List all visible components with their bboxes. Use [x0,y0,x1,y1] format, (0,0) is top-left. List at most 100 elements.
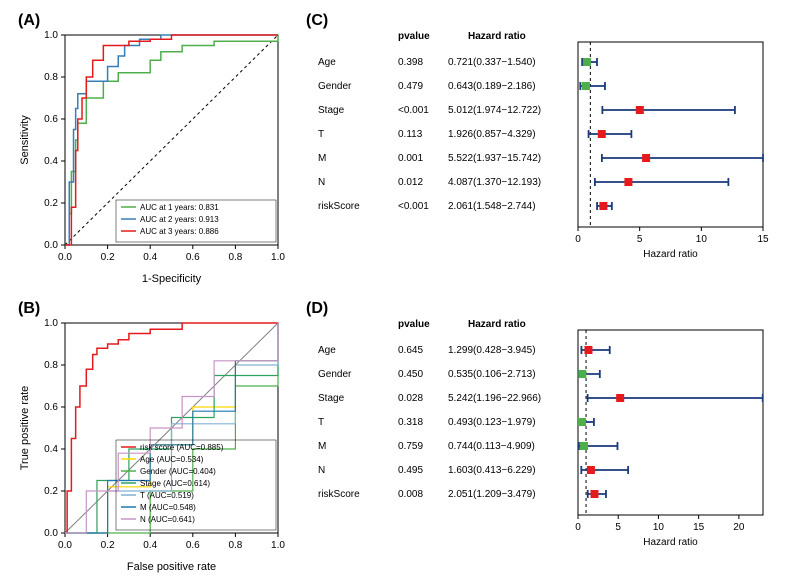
svg-text:Stage: Stage [318,105,345,116]
svg-text:0.2: 0.2 [44,198,58,209]
svg-text:0.4: 0.4 [143,540,157,551]
svg-text:pvalue: pvalue [398,31,430,42]
svg-text:T (AUC=0.519): T (AUC=0.519) [140,491,194,500]
svg-text:Gender: Gender [318,369,352,380]
svg-text:0.001: 0.001 [398,153,423,164]
svg-text:1.299(0.428−3.945): 1.299(0.428−3.945) [448,345,536,356]
svg-text:N (AUC=0.641): N (AUC=0.641) [140,515,195,524]
panel-b-label: (B) [18,300,40,318]
svg-text:0.0: 0.0 [58,252,72,263]
svg-text:0.8: 0.8 [44,360,58,371]
svg-text:0.012: 0.012 [398,177,423,188]
svg-text:0.0: 0.0 [44,240,58,251]
svg-text:10: 10 [696,234,708,245]
svg-text:5.012(1.974−12.722): 5.012(1.974−12.722) [448,105,541,116]
svg-text:Gender (AUC=0.404): Gender (AUC=0.404) [140,467,216,476]
svg-text:5: 5 [637,234,643,245]
svg-text:False positive rate: False positive rate [127,561,216,573]
svg-text:15: 15 [693,522,705,533]
svg-text:Age: Age [318,345,336,356]
svg-text:riskScore: riskScore [318,201,360,212]
forest-plot-c: pvalue Hazard ratio Age 0.398 0.721(0.337−1.… [298,10,778,290]
svg-text:<0.001: <0.001 [398,201,429,212]
svg-text:5.242(1.196−22.966): 5.242(1.196−22.966) [448,393,541,404]
svg-text:True positive rate: True positive rate [19,386,31,471]
svg-text:1.0: 1.0 [44,318,58,329]
svg-text:5.522(1.937−15.742): 5.522(1.937−15.742) [448,153,541,164]
svg-text:0.4: 0.4 [44,444,58,455]
svg-text:Age: Age [318,57,336,68]
svg-text:0.6: 0.6 [44,114,58,125]
panel-c-label: (C) [306,12,328,30]
svg-text:0: 0 [575,234,581,245]
svg-text:Stage (AUC=0.614): Stage (AUC=0.614) [140,479,210,488]
forest-plot-d: pvalueHazard ratioAge0.6451.299(0.428−3.… [298,298,778,578]
roc-chart-a: 0.00.20.40.60.81.00.00.20.40.60.81.01-Sp… [10,10,290,290]
svg-text:0.4: 0.4 [44,156,58,167]
svg-text:Hazard ratio: Hazard ratio [468,319,526,330]
svg-text:0.2: 0.2 [44,486,58,497]
figure-grid: (A) 0.0 0.2 0.4 0.6 0.8 1.0 0.0 0.2 0.4 0.6 0.8 1.0… [10,10,784,578]
svg-text:2.061(1.548−2.744): 2.061(1.548−2.744) [448,201,536,212]
roc-chart-b: 0.00.20.40.60.81.00.00.20.40.60.81.0Fals… [10,298,290,578]
svg-text:20: 20 [733,522,745,533]
svg-text:AUC at 2 years: 0.913: AUC at 2 years: 0.913 [140,215,219,224]
svg-text:0.645: 0.645 [398,345,423,356]
svg-text:1.926(0.857−4.329): 1.926(0.857−4.329) [448,129,536,140]
svg-text:4.087(1.370−12.193): 4.087(1.370−12.193) [448,177,541,188]
svg-text:0.721(0.337−1.540): 0.721(0.337−1.540) [448,57,536,68]
svg-text:0.113: 0.113 [398,129,423,140]
svg-text:Hazard ratio: Hazard ratio [643,537,698,548]
panel-a-label: (A) [18,12,40,30]
panel-c: (C) pvalue Hazard ratio Age 0.398 0.721(0.33… [298,10,778,290]
svg-text:0.0: 0.0 [44,528,58,539]
svg-text:0.744(0.113−4.909): 0.744(0.113−4.909) [448,441,535,452]
svg-text:Age (AUC=0.534): Age (AUC=0.534) [140,455,204,464]
svg-text:0: 0 [575,522,581,533]
svg-text:1.603(0.413−6.229): 1.603(0.413−6.229) [448,465,536,476]
svg-text:0.495: 0.495 [398,465,423,476]
svg-text:0.8: 0.8 [44,72,58,83]
svg-text:1-Specificity: 1-Specificity [142,273,202,285]
svg-text:0.759: 0.759 [398,441,423,452]
svg-text:5: 5 [615,522,621,533]
svg-text:Hazard ratio: Hazard ratio [643,249,698,260]
svg-text:Hazard ratio: Hazard ratio [468,31,526,42]
svg-text:M: M [318,441,326,452]
svg-text:1.0: 1.0 [271,252,285,263]
panel-a: (A) 0.00.20.40.60.81.00.00.20.40.60.81.0… [10,10,290,290]
svg-text:0.4: 0.4 [143,252,157,263]
svg-text:AUC at 3 years: 0.886: AUC at 3 years: 0.886 [140,227,219,236]
svg-text:0.318: 0.318 [398,417,423,428]
svg-text:0.0: 0.0 [58,540,72,551]
svg-text:Stage: Stage [318,393,345,404]
svg-text:M (AUC=0.548): M (AUC=0.548) [140,503,196,512]
svg-text:0.450: 0.450 [398,369,423,380]
svg-text:0.493(0.123−1.979): 0.493(0.123−1.979) [448,417,536,428]
svg-text:0.028: 0.028 [398,393,423,404]
svg-text:N: N [318,177,325,188]
svg-text:N: N [318,465,325,476]
svg-text:0.6: 0.6 [44,402,58,413]
svg-text:0.8: 0.8 [228,540,242,551]
svg-text:T: T [318,417,324,428]
svg-text:1.0: 1.0 [44,30,58,41]
svg-text:AUC at 1 years: 0.831: AUC at 1 years: 0.831 [140,203,219,212]
svg-text:0.535(0.106−2.713): 0.535(0.106−2.713) [448,369,536,380]
panel-b: (B) 0.00.20.40.60.81.00.00.20.40.60.81.0… [10,298,290,578]
svg-text:Sensitivity: Sensitivity [19,115,31,165]
panel-d: (D) pvalueHazard ratioAge0.6451.299(0.42… [298,298,778,578]
svg-text:Gender: Gender [318,81,352,92]
svg-text:1.0: 1.0 [271,540,285,551]
svg-text:0.643(0.189−2.186): 0.643(0.189−2.186) [448,81,536,92]
svg-text:<0.001: <0.001 [398,105,429,116]
svg-text:0.008: 0.008 [398,489,423,500]
svg-text:riskScore: riskScore [318,489,360,500]
svg-text:T: T [318,129,324,140]
svg-text:0.2: 0.2 [101,540,115,551]
svg-text:0.6: 0.6 [186,252,200,263]
svg-text:0.398: 0.398 [398,57,423,68]
svg-text:15: 15 [757,234,769,245]
svg-text:risk score (AUC=0.885): risk score (AUC=0.885) [140,443,224,452]
svg-text:0.8: 0.8 [228,252,242,263]
